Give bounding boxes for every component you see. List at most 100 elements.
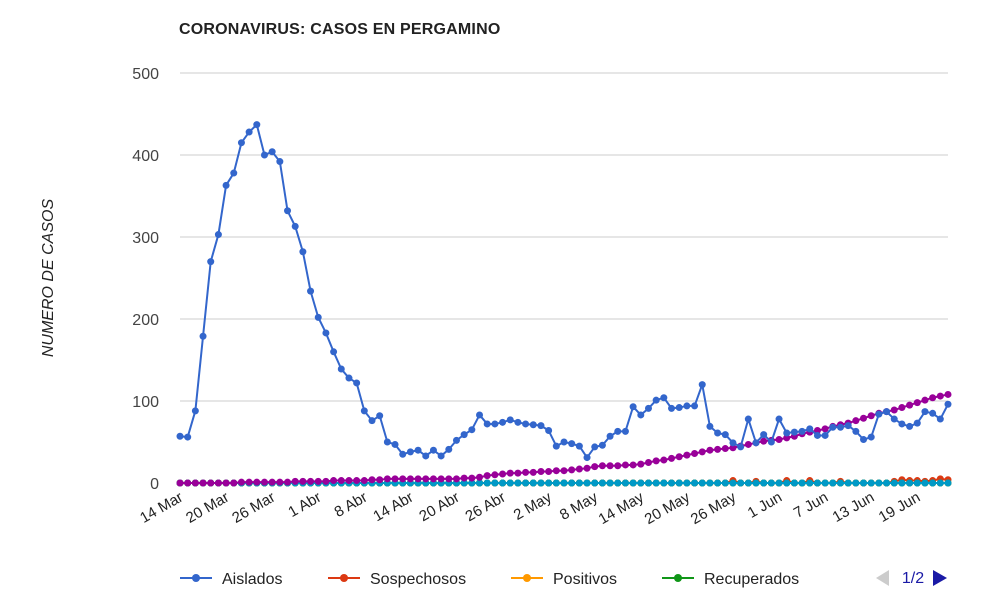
- data-point: [729, 479, 737, 487]
- data-point: [698, 479, 706, 487]
- legend-item[interactable]: Aislados: [180, 571, 282, 588]
- data-point: [875, 410, 883, 418]
- data-point: [330, 348, 338, 356]
- data-point: [936, 479, 944, 487]
- data-point: [890, 406, 898, 414]
- data-point: [714, 479, 722, 487]
- data-point: [721, 479, 729, 487]
- data-point: [391, 475, 399, 483]
- data-point: [291, 222, 299, 230]
- y-axis-ticks: 0 100 200 300 400 500: [132, 66, 159, 493]
- data-point: [545, 468, 553, 476]
- data-point: [921, 408, 929, 416]
- data-point: [775, 415, 783, 423]
- data-point: [514, 479, 522, 487]
- data-point: [844, 479, 852, 487]
- data-point: [260, 478, 268, 486]
- data-point: [668, 454, 676, 462]
- data-point: [552, 467, 560, 475]
- data-point: [552, 442, 560, 450]
- data-point: [545, 479, 553, 487]
- triangle-right-icon[interactable]: [933, 570, 947, 586]
- data-point: [852, 427, 860, 435]
- data-point: [921, 396, 929, 404]
- data-point: [936, 392, 944, 400]
- data-point: [376, 476, 384, 484]
- data-point: [429, 446, 437, 454]
- data-point: [230, 479, 238, 487]
- data-point: [560, 479, 568, 487]
- legend-item[interactable]: Recuperados: [662, 571, 799, 588]
- data-point: [260, 151, 268, 159]
- data-point: [529, 468, 537, 476]
- data-point: [214, 231, 222, 239]
- x-tick-label: 26 Mar: [229, 489, 278, 527]
- data-point: [529, 421, 537, 429]
- data-point: [514, 469, 522, 477]
- data-point: [813, 427, 821, 435]
- data-point: [806, 479, 814, 487]
- data-point: [621, 461, 629, 469]
- data-point: [468, 479, 476, 487]
- data-point: [913, 479, 921, 487]
- data-point: [568, 479, 576, 487]
- y-tick-label: 100: [132, 394, 159, 411]
- data-point: [452, 475, 460, 483]
- data-point: [852, 479, 860, 487]
- data-point: [829, 479, 837, 487]
- data-point: [207, 258, 215, 266]
- data-point: [744, 440, 752, 448]
- data-point: [514, 418, 522, 426]
- data-point: [214, 479, 222, 487]
- data-point: [184, 479, 192, 487]
- data-point: [437, 452, 445, 460]
- data-point: [276, 478, 284, 486]
- data-point: [598, 479, 606, 487]
- data-point: [460, 431, 468, 439]
- data-point: [921, 479, 929, 487]
- data-point: [568, 440, 576, 448]
- data-point: [353, 477, 361, 485]
- legend-item[interactable]: Sospechosos: [328, 571, 466, 588]
- data-point: [691, 449, 699, 457]
- legend-swatch-dot: [192, 574, 200, 582]
- data-point: [545, 427, 553, 435]
- data-point: [476, 411, 484, 419]
- data-point: [760, 479, 768, 487]
- data-point: [406, 448, 414, 456]
- data-point: [222, 181, 230, 189]
- data-point: [737, 443, 745, 451]
- data-point: [307, 477, 315, 485]
- data-point: [629, 461, 637, 469]
- data-point: [813, 431, 821, 439]
- data-point: [291, 477, 299, 485]
- series-layer: [176, 121, 952, 487]
- data-point: [944, 479, 952, 487]
- data-point: [644, 459, 652, 466]
- data-point: [360, 477, 368, 485]
- data-point: [614, 479, 622, 487]
- data-point: [929, 394, 937, 402]
- data-point: [476, 473, 484, 481]
- data-point: [813, 479, 821, 487]
- triangle-left-icon[interactable]: [876, 570, 889, 586]
- data-point: [836, 479, 844, 487]
- x-tick-label: 14 Mar: [137, 489, 186, 527]
- data-point: [621, 479, 629, 487]
- data-point: [537, 468, 545, 476]
- data-point: [591, 479, 599, 487]
- data-point: [606, 432, 614, 440]
- data-point: [483, 472, 491, 480]
- y-tick-label: 400: [132, 148, 159, 165]
- x-tick-label: 13 Jun: [830, 489, 878, 526]
- data-point: [775, 479, 783, 487]
- data-point: [714, 429, 722, 437]
- data-point: [660, 456, 668, 464]
- data-point: [230, 169, 238, 177]
- data-point: [783, 429, 791, 437]
- legend-item[interactable]: Positivos: [511, 571, 617, 588]
- data-point: [237, 478, 245, 486]
- data-point: [691, 402, 699, 410]
- data-point: [337, 477, 345, 485]
